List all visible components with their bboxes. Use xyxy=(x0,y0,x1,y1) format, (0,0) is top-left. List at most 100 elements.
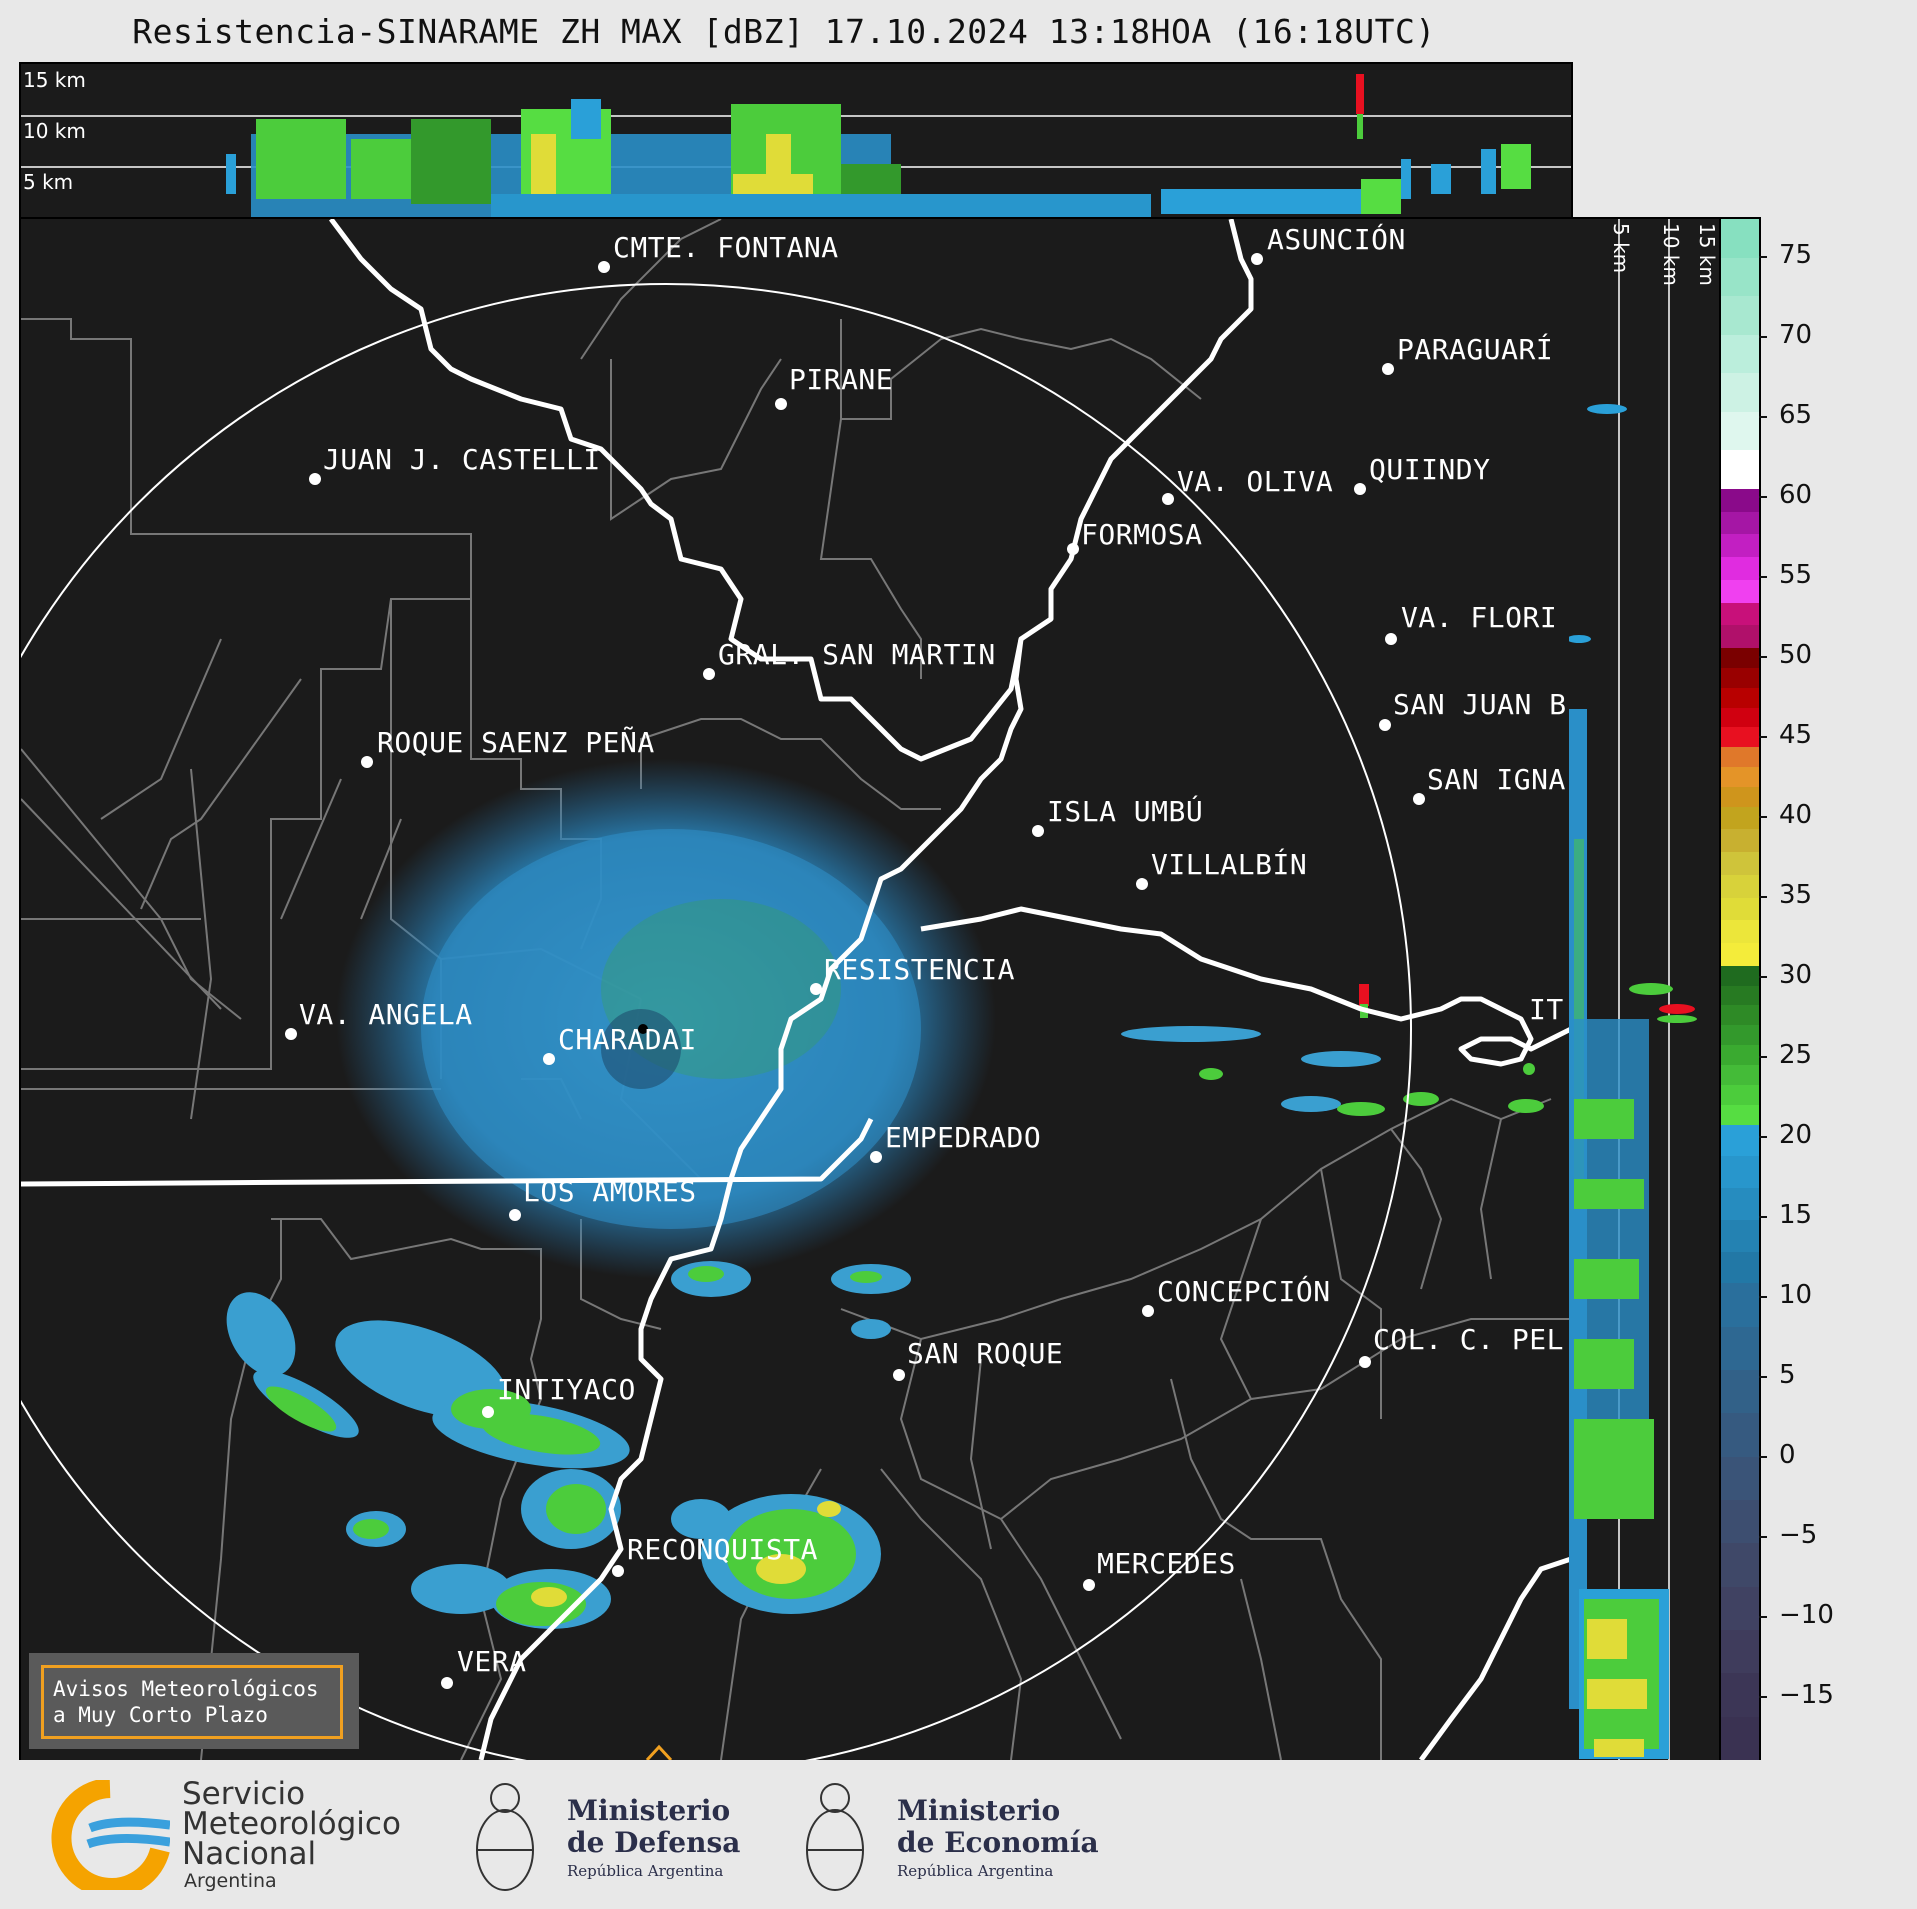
city-label-vera: VERA xyxy=(457,1645,526,1678)
colorbar-segment xyxy=(1721,450,1759,490)
defensa-line1: Ministerio xyxy=(567,1794,731,1827)
colorbar-segment xyxy=(1721,557,1759,581)
city-label-mercedes: MERCEDES xyxy=(1097,1547,1236,1580)
smn-name-line3: Nacional xyxy=(182,1836,317,1872)
colorbar-segment xyxy=(1721,1219,1759,1253)
city-label-los-amores: LOS AMORES xyxy=(523,1175,697,1208)
defensa-line3: República Argentina xyxy=(567,1862,724,1880)
colorbar-segment xyxy=(1721,1064,1759,1086)
colorbar-segment xyxy=(1721,897,1759,921)
colorbar-segment xyxy=(1721,1005,1759,1026)
radar-site-marker xyxy=(638,1024,648,1034)
city-label-isla-umbu: ISLA UMBÚ xyxy=(1047,794,1203,828)
city-label-quiindy: QUIINDY xyxy=(1369,453,1491,486)
colorbar-segment xyxy=(1721,806,1759,830)
colorbar-segment xyxy=(1721,1283,1759,1328)
colorbar-segment xyxy=(1721,1045,1759,1066)
orange-marker xyxy=(645,1744,673,1760)
notice-line1: Avisos Meteorológicos xyxy=(53,1677,319,1701)
colorbar-segment xyxy=(1721,1124,1759,1157)
notice-line2: a Muy Corto Plazo xyxy=(53,1703,268,1727)
right-xsec-label-5km: 5 km xyxy=(1609,223,1633,274)
city-label-asuncion: ASUNCIÓN xyxy=(1267,222,1406,256)
colorbar-segment xyxy=(1721,1326,1759,1371)
colorbar-segment xyxy=(1721,579,1759,604)
colorbar-segment xyxy=(1721,707,1759,728)
colorbar-segment xyxy=(1721,1630,1759,1674)
defensa-line2: de Defensa xyxy=(567,1826,741,1859)
right-xsec-label-15km: 15 km xyxy=(1695,223,1719,286)
top-cross-section: 15 km 10 km 5 km xyxy=(19,62,1573,221)
coat-of-arms-defensa-icon xyxy=(470,1770,540,1900)
city-label-formosa: FORMOSA xyxy=(1081,518,1203,551)
city-label-col-c-pel: COL. C. PEL xyxy=(1373,1323,1564,1356)
colorbar-segment xyxy=(1721,534,1759,558)
colorbar-segment xyxy=(1721,747,1759,768)
top-xsec-label-10km: 10 km xyxy=(23,119,86,143)
city-label-san-igna: SAN IGNA xyxy=(1427,763,1566,796)
notice-box[interactable]: Avisos Meteorológicos a Muy Corto Plazo xyxy=(29,1653,359,1749)
colorbar-segment xyxy=(1721,1543,1759,1588)
right-cross-section: 5 km 10 km 15 km xyxy=(1569,217,1721,1762)
city-label-va-flori: VA. FLORI xyxy=(1401,601,1557,634)
city-label-charadai: CHARADAI xyxy=(558,1023,697,1056)
colorbar-segment xyxy=(1721,511,1759,535)
colorbar-segment xyxy=(1721,1025,1759,1046)
city-label-villalbin: VILLALBÍN xyxy=(1151,847,1307,881)
colorbar-segment xyxy=(1721,1188,1759,1221)
coat-of-arms-economia-icon xyxy=(800,1770,870,1900)
footer: Servicio Meteorológico Nacional Argentin… xyxy=(0,1760,1917,1909)
colorbar-segment xyxy=(1721,1104,1759,1126)
top-xsec-label-5km: 5 km xyxy=(23,170,74,194)
city-label-concepcion: CONCEPCIÓN xyxy=(1157,1274,1331,1308)
range-ring xyxy=(21,283,1412,1760)
top-xsec-label-15km: 15 km xyxy=(23,68,86,92)
colorbar-segment xyxy=(1721,334,1759,374)
colorbar-segment xyxy=(1721,985,1759,1006)
colorbar-segment xyxy=(1721,373,1759,413)
colorbar xyxy=(1719,217,1761,1762)
colorbar-segment xyxy=(1721,874,1759,899)
colorbar-segment xyxy=(1721,687,1759,708)
city-label-paraguari: PARAGUARÍ xyxy=(1397,332,1553,366)
city-label-empedrado: EMPEDRADO xyxy=(885,1121,1041,1154)
colorbar-segment xyxy=(1721,920,1759,944)
colorbar-segment xyxy=(1721,489,1759,513)
city-label-intiyaco: INTIYACO xyxy=(497,1373,636,1406)
colorbar-segment xyxy=(1721,296,1759,336)
city-label-it: IT xyxy=(1529,993,1564,1026)
radar-echoes xyxy=(226,759,1544,1629)
economia-line1: Ministerio xyxy=(897,1794,1061,1827)
colorbar-segment xyxy=(1721,667,1759,689)
colorbar-segment xyxy=(1721,411,1759,451)
colorbar-segment xyxy=(1721,942,1759,967)
economia-line3: República Argentina xyxy=(897,1862,1054,1880)
colorbar-segment xyxy=(1721,727,1759,748)
colorbar-segment xyxy=(1721,1084,1759,1106)
right-xsec-label-10km: 10 km xyxy=(1659,223,1683,286)
right-xsec-echoes xyxy=(1569,404,1697,1759)
colorbar-segment xyxy=(1721,852,1759,876)
city-label-roque-saenz-pena: ROQUE SAENZ PEÑA xyxy=(377,725,655,759)
city-label-cmte-fontana: CMTE. FONTANA xyxy=(613,231,839,264)
rivers-and-borders xyxy=(21,219,1571,1760)
city-label-pirane: PIRANE xyxy=(789,363,893,396)
colorbar-segment xyxy=(1721,647,1759,669)
radar-map: CMTE. FONTANA ASUNCIÓN PIRANE PARAGUARÍ … xyxy=(19,217,1573,1762)
smn-logo xyxy=(50,1778,171,1898)
city-label-reconquista: RECONQUISTA xyxy=(627,1533,818,1566)
city-label-resistencia: RESISTENCIA xyxy=(824,953,1015,986)
colorbar-segment xyxy=(1721,625,1759,649)
colorbar-segment xyxy=(1721,1716,1759,1760)
chart-title: Resistencia-SINARAME ZH MAX [dBZ] 17.10.… xyxy=(132,12,1436,51)
colorbar-segment xyxy=(1721,602,1759,626)
city-label-gral-san-martin: GRAL. SAN MARTIN xyxy=(718,638,996,671)
colorbar-segment xyxy=(1721,965,1759,986)
city-label-san-juan-b: SAN JUAN B xyxy=(1393,688,1567,721)
smn-name-line4: Argentina xyxy=(184,1870,277,1892)
city-label-va-angela: VA. ANGELA xyxy=(299,998,473,1031)
colorbar-segment xyxy=(1721,767,1759,788)
colorbar-segment xyxy=(1721,1251,1759,1284)
city-markers xyxy=(285,253,1425,1689)
colorbar-ticks: 75 70 65 60 55 50 45 40 35 30 25 20 15 1… xyxy=(1759,240,1834,1710)
